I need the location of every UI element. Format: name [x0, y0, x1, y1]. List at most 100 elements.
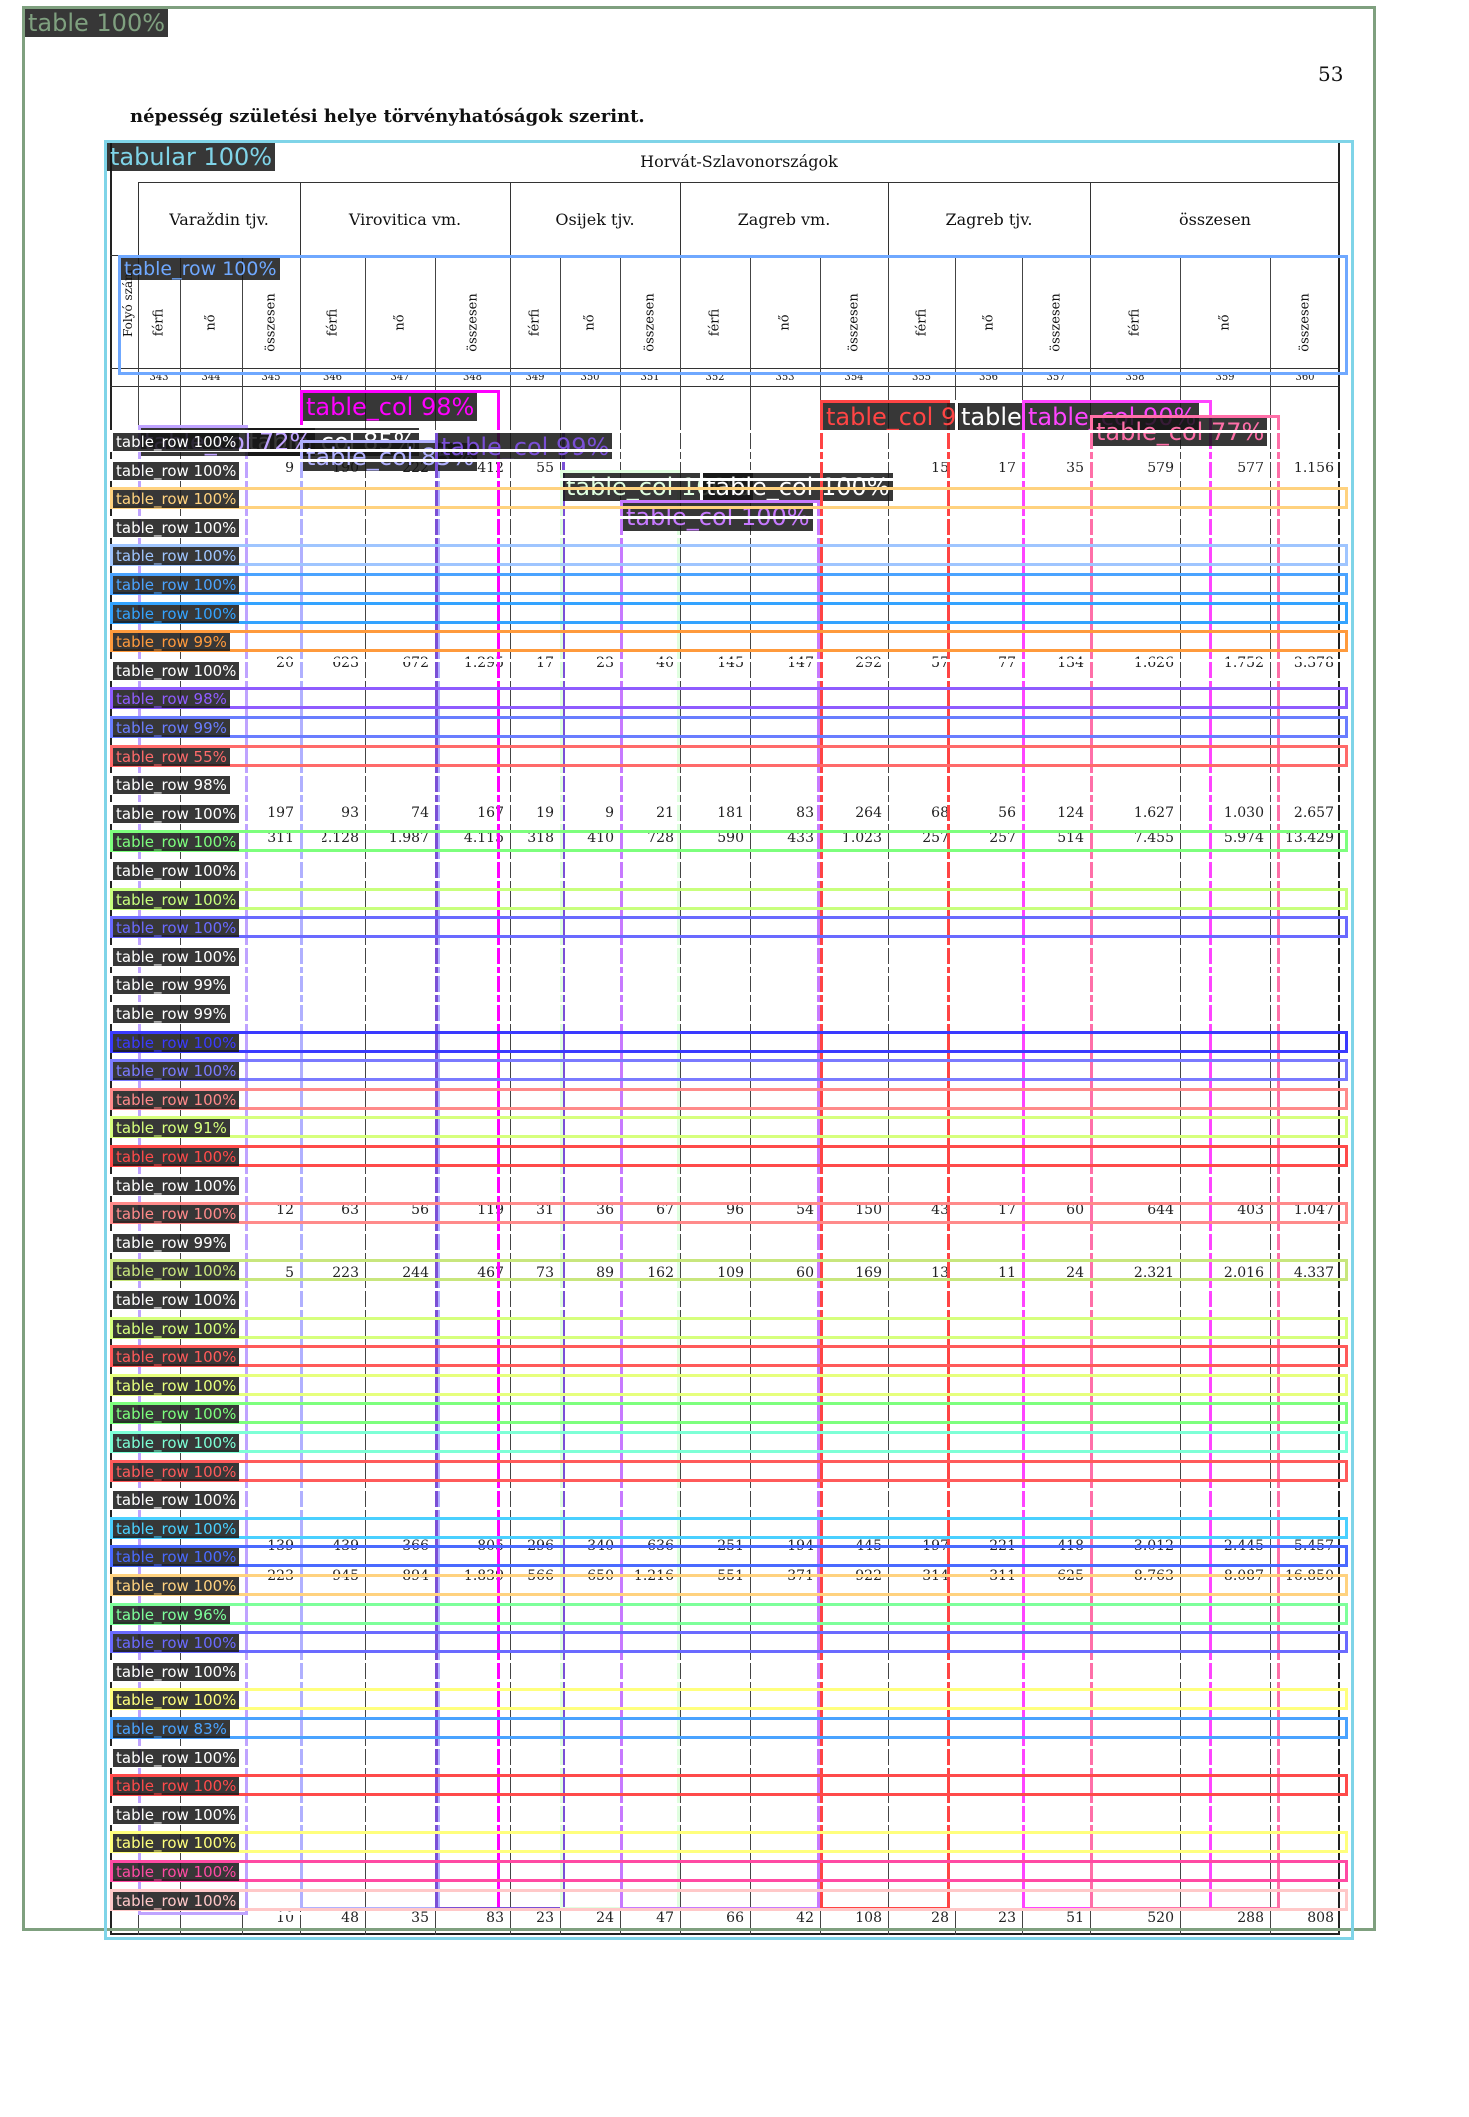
table-cell: 520 — [1147, 1910, 1174, 1926]
table-cell: 74 — [411, 805, 429, 821]
table-cell: 15 — [931, 460, 949, 476]
row-detection-label: table_row 100% — [113, 1434, 240, 1452]
table-cell: 4.337 — [1293, 1265, 1334, 1281]
row-detection: table_row 100% — [110, 1746, 1348, 1768]
row-detection: table_row 98% — [110, 687, 1348, 709]
row-detection-label: table_row 100% — [113, 862, 240, 880]
row-detection-label: table_row 100% — [113, 1491, 240, 1509]
column-number: 348 — [462, 372, 483, 383]
row-detection: table_row 100% — [110, 1774, 1348, 1796]
row-detection: table_row 83% — [110, 1717, 1348, 1739]
row-detection: table_row 100% — [110, 544, 1348, 566]
column-number: 349 — [525, 372, 545, 383]
row-detection-label: table_row 100% — [113, 948, 240, 966]
table-cell: 1.023 — [841, 830, 882, 846]
table-cell: 2.321 — [1133, 1265, 1174, 1281]
table-cell: 47 — [656, 1910, 674, 1926]
table-cell: 5.974 — [1223, 830, 1264, 846]
row-detection-label: table_row 100% — [113, 891, 240, 909]
column-number: 346 — [322, 372, 343, 383]
table-cell: 48 — [341, 1910, 359, 1926]
row-detection: table_row 100% — [110, 888, 1348, 910]
table-cell: 35 — [1066, 460, 1084, 476]
row-detection: table_row 100% — [110, 430, 1348, 452]
table-cell: 13 — [931, 1265, 949, 1281]
row-detection: table_row 100% — [110, 1259, 1348, 1281]
table-cell: 808 — [1307, 1910, 1334, 1926]
county-header-divider — [1090, 182, 1091, 262]
row-detection: table_row 100% — [110, 459, 1348, 481]
row-detection-label: table_row 99% — [113, 719, 230, 737]
row-detection-label: table_row 91% — [113, 1119, 230, 1137]
column-number: 347 — [390, 372, 410, 383]
table-cell: 42 — [796, 1910, 814, 1926]
county-header-divider — [138, 182, 139, 262]
table-detection-label: table 100% — [25, 9, 169, 37]
row-detection: table_row 100% — [110, 1889, 1348, 1911]
county-header-divider — [680, 182, 681, 262]
table-cell: 60 — [1066, 1202, 1084, 1218]
column-detection-label: table — [958, 403, 1025, 431]
row-detection-label: table_row 100% — [113, 662, 240, 680]
column-rule — [1270, 255, 1271, 1935]
row-detection-label: table_row 100% — [113, 1091, 240, 1109]
table-cell: 288 — [1237, 1910, 1264, 1926]
county-header: Zagreb vm. — [737, 210, 831, 229]
row-detection-label: table_row 100% — [113, 805, 240, 823]
table-cell: 63 — [341, 1202, 359, 1218]
table-cell: 403 — [1237, 1202, 1264, 1218]
row-detection-label: table_row 100% — [113, 1034, 240, 1052]
row-detection: table_row 100% — [110, 1031, 1348, 1053]
row-detection: table_row 100% — [110, 1402, 1348, 1424]
table-cell: 36 — [596, 1202, 614, 1218]
row-detection: table_row 100% — [110, 1803, 1348, 1825]
table-cell: 577 — [1237, 460, 1264, 476]
row-detection-label: table_row 100% — [113, 576, 240, 594]
table-cell: 181 — [717, 805, 744, 821]
table-cell: 35 — [411, 1910, 429, 1926]
table-cell: 21 — [656, 805, 674, 821]
row-detection: table_row 100% — [110, 802, 1348, 824]
table-cell: 23 — [998, 1910, 1016, 1926]
row-detection-label: table_row 100% — [113, 1777, 240, 1795]
column-rule — [1180, 255, 1181, 1935]
row-detection-label: table_row 55% — [113, 748, 230, 766]
table-cell: 223 — [332, 1265, 359, 1281]
table-cell: 13.429 — [1285, 830, 1334, 846]
table-cell: 51 — [1066, 1910, 1084, 1926]
row-detection-label: table_row 100% — [113, 1062, 240, 1080]
row-detection: table_row 100% — [110, 487, 1348, 509]
row-detection-label: table_row 100% — [113, 1177, 240, 1195]
row-detection: table_row 100% — [110, 1317, 1348, 1339]
row-detection-label: table_row 96% — [113, 1606, 230, 1624]
table-cell: 83 — [486, 1910, 504, 1926]
column-rule — [510, 255, 511, 1935]
table-cell: 433 — [787, 830, 814, 846]
tabular-detection: tabular 100% — [104, 140, 1354, 1940]
county-header: Zagreb tjv. — [945, 210, 1033, 229]
column-number: 355 — [911, 372, 932, 383]
row-detection: table_row 100% — [110, 1088, 1348, 1110]
table-cell: 728 — [647, 830, 674, 846]
county-header-divider — [300, 182, 301, 262]
table-cell: 514 — [1057, 830, 1084, 846]
column-number: 345 — [261, 372, 281, 383]
row-detection: table_row 100% — [110, 1288, 1348, 1310]
table-cell: 124 — [1057, 805, 1084, 821]
column-number: 343 — [149, 372, 169, 383]
column-number: 357 — [1046, 372, 1066, 383]
table-cell: 56 — [411, 1202, 429, 1218]
row-detection: table_row 100% — [110, 1460, 1348, 1482]
row-detection-label: table_row 100% — [113, 1892, 240, 1910]
row-detection-label: table_row 100% — [113, 605, 240, 623]
header-row-detection-label: table_row 100% — [121, 258, 280, 280]
row-detection: table_row 100% — [110, 516, 1348, 538]
row-detection-label: table_row 100% — [113, 1577, 240, 1595]
table-cell: 264 — [855, 805, 882, 821]
page-heading: népesség születési helye törvényhatóságo… — [130, 106, 645, 127]
table-cell: 197 — [267, 805, 294, 821]
column-rule — [365, 255, 366, 1935]
row-detection-label: table_row 100% — [113, 1806, 240, 1824]
table-cell: 2.128 — [318, 830, 359, 846]
